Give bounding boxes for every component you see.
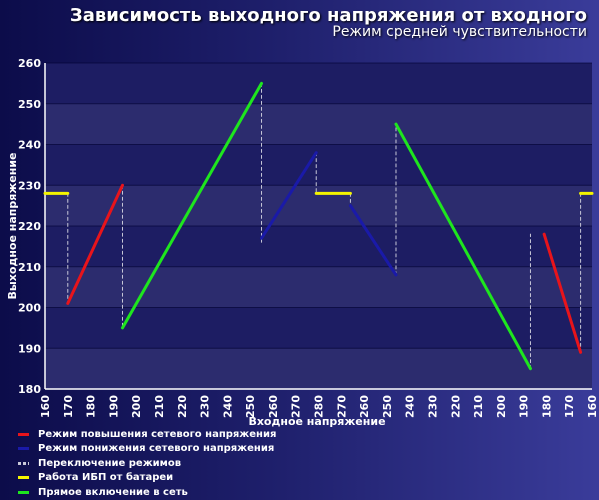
legend-item: Режим повышения сетевого напряжения bbox=[18, 427, 276, 442]
x-tick-label: 160 bbox=[39, 395, 52, 418]
x-tick-label: 200 bbox=[130, 395, 143, 418]
x-tick-label: 230 bbox=[426, 395, 439, 418]
series-segment-4 bbox=[394, 122, 532, 371]
x-tick-label: 230 bbox=[199, 395, 212, 418]
plot-band bbox=[45, 103, 592, 145]
x-tick-label: 240 bbox=[404, 395, 417, 418]
x-tick-label: 210 bbox=[153, 395, 166, 418]
x-axis-ticks: 160 170 180 190 200 210 220 230 240 250 260 270 280 2… bbox=[39, 395, 599, 418]
x-tick-label: 220 bbox=[449, 395, 462, 418]
plot-band bbox=[45, 266, 592, 308]
legend-swatch bbox=[18, 447, 29, 451]
x-tick-label: 170 bbox=[563, 395, 576, 418]
legend-swatch bbox=[18, 490, 29, 494]
legend-item: Режим понижения сетевого напряжения bbox=[18, 442, 276, 457]
y-tick-label: 260 bbox=[18, 57, 41, 70]
x-tick-label: 160 bbox=[586, 395, 599, 418]
y-tick-label: 190 bbox=[18, 342, 41, 355]
grid-lines bbox=[44, 62, 592, 390]
x-tick-label: 270 bbox=[335, 395, 348, 418]
y-axis-label: Выходное напряжение bbox=[6, 152, 19, 299]
legend-item: Переключение режимов bbox=[18, 456, 276, 471]
plot-band bbox=[45, 185, 592, 226]
series-segment-0 bbox=[542, 232, 583, 354]
x-tick-label: 260 bbox=[358, 395, 371, 418]
y-tick-label: 230 bbox=[18, 179, 41, 192]
y-tick-label: 180 bbox=[18, 383, 41, 396]
x-axis-label: Входное напряжение bbox=[248, 415, 385, 428]
legend: Режим повышения сетевого напряжения Режим… bbox=[18, 427, 276, 500]
x-tick-label: 270 bbox=[290, 395, 303, 418]
x-tick-label: 180 bbox=[540, 395, 553, 418]
legend-swatch bbox=[18, 461, 29, 465]
series-segment-4 bbox=[120, 81, 264, 330]
y-axis-ticks: 180 190 200 210 220 230 240 250 260 bbox=[18, 57, 41, 396]
x-tick-label: 240 bbox=[221, 395, 234, 418]
x-tick-label: 260 bbox=[267, 395, 280, 418]
legend-label: Переключение режимов bbox=[38, 457, 182, 469]
chart-title: Зависимость выходного напряжения от вход… bbox=[69, 5, 587, 26]
x-tick-label: 250 bbox=[381, 395, 394, 418]
x-tick-label: 280 bbox=[313, 395, 326, 418]
x-tick-label: 220 bbox=[176, 395, 189, 418]
y-tick-label: 210 bbox=[18, 261, 41, 274]
legend-item: Работа ИБП от батареи bbox=[18, 471, 276, 486]
legend-label: Режим понижения сетевого напряжения bbox=[38, 443, 275, 455]
x-tick-label: 170 bbox=[62, 395, 75, 418]
legend-label: Работа ИБП от батареи bbox=[38, 472, 174, 484]
legend-label: Режим повышения сетевого напряжения bbox=[38, 428, 277, 440]
x-tick-label: 190 bbox=[518, 395, 531, 418]
x-tick-label: 190 bbox=[107, 395, 120, 418]
legend-swatch bbox=[18, 432, 29, 436]
x-tick-label: 250 bbox=[244, 395, 257, 418]
legend-item: Прямое включение в сеть bbox=[18, 485, 276, 500]
chart-subtitle: Режим средней чувствительности bbox=[332, 24, 587, 40]
legend-swatch bbox=[18, 476, 29, 480]
y-tick-label: 200 bbox=[18, 302, 41, 315]
series-segment-1 bbox=[348, 204, 398, 277]
x-tick-label: 210 bbox=[472, 395, 485, 418]
series-layer bbox=[43, 81, 594, 371]
y-tick-label: 250 bbox=[18, 98, 41, 111]
y-tick-label: 240 bbox=[18, 139, 41, 152]
series-segment-1 bbox=[260, 151, 318, 240]
legend-label: Прямое включение в сеть bbox=[38, 486, 188, 498]
series-segment-0 bbox=[66, 183, 124, 305]
x-tick-label: 200 bbox=[495, 395, 508, 418]
y-tick-label: 220 bbox=[18, 220, 41, 233]
x-tick-label: 180 bbox=[85, 395, 98, 418]
plot-band bbox=[45, 348, 592, 389]
